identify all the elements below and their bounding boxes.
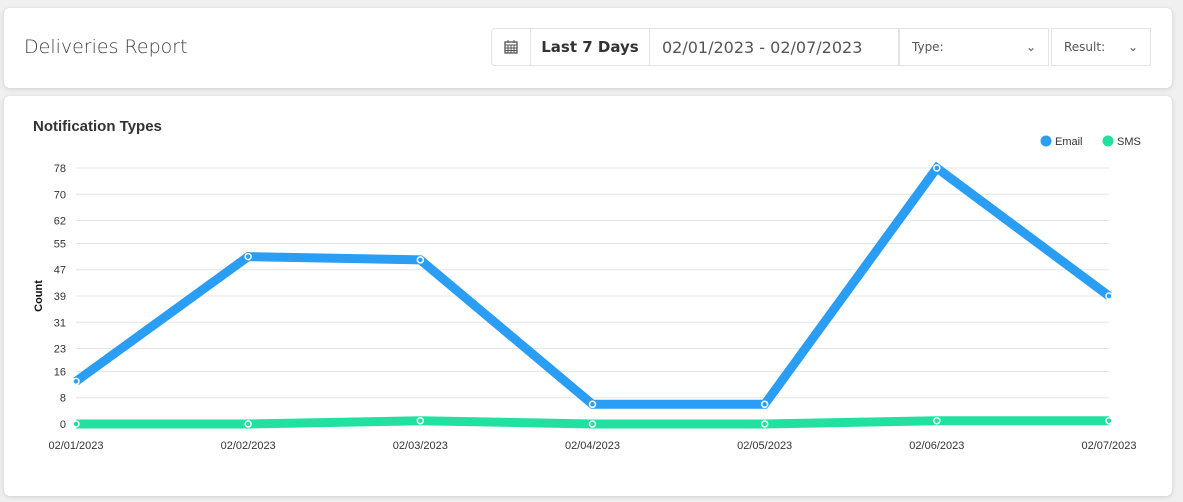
- data-point-sms: [588, 420, 597, 428]
- result-label: Result:: [1064, 40, 1106, 54]
- preset-button[interactable]: Last 7 Days: [530, 28, 650, 66]
- y-tick-label: 55: [54, 238, 66, 250]
- type-label: Type:: [912, 40, 944, 54]
- data-point-sms: [416, 416, 425, 425]
- x-tick-label: 02/04/2023: [565, 440, 620, 452]
- page-title: Deliveries Report: [24, 36, 188, 58]
- legend-marker-sms: [1102, 135, 1114, 147]
- chart-title: Notification Types: [33, 118, 162, 135]
- result-select[interactable]: Result: ⌄: [1051, 28, 1151, 66]
- data-point-email: [72, 377, 80, 386]
- legend-label-sms: SMS: [1117, 136, 1141, 148]
- line-chart: 0 8 16 23 31 39 47 55 62 70 78 02/01/2023 02/02/2023…: [33, 135, 1141, 452]
- series-line-email: [73, 161, 1112, 409]
- data-point-sms: [1105, 416, 1113, 425]
- y-tick-label: 70: [54, 189, 66, 201]
- data-point-sms: [72, 420, 80, 428]
- data-point-sms: [244, 420, 252, 428]
- y-tick-label: 23: [54, 344, 66, 356]
- chevron-down-icon: ⌄: [1127, 40, 1138, 54]
- y-tick-label: 47: [54, 265, 66, 277]
- x-tick-label: 02/02/2023: [221, 440, 276, 452]
- date-range-input[interactable]: 02/01/2023 - 02/07/2023: [649, 28, 899, 66]
- y-tick-label: 39: [54, 291, 66, 303]
- data-point-email: [244, 252, 252, 261]
- data-point-sms: [760, 420, 769, 428]
- data-point-email: [588, 400, 597, 409]
- calendar-icon: [504, 40, 518, 54]
- x-tick-label: 02/03/2023: [393, 440, 448, 452]
- y-tick-label: 16: [54, 366, 66, 378]
- report-header: Deliveries Report Last 7 Days 02/01/2023…: [4, 8, 1172, 88]
- chart-card: Notification Types 0 8 16 23 31 39 47 55 62 70 78 0…: [4, 96, 1172, 496]
- chevron-down-icon: ⌄: [1025, 40, 1036, 54]
- y-tick-label: 0: [60, 419, 66, 431]
- y-tick-label: 8: [60, 393, 66, 405]
- data-point-email: [1105, 292, 1113, 300]
- legend-marker-email: [1040, 135, 1052, 147]
- data-point-email: [760, 400, 769, 409]
- type-select[interactable]: Type: ⌄: [899, 28, 1049, 66]
- x-tick-label: 02/06/2023: [909, 440, 964, 452]
- y-tick-label: 31: [54, 317, 66, 329]
- data-point-email: [933, 164, 941, 172]
- x-tick-label: 02/01/2023: [48, 440, 103, 452]
- calendar-button[interactable]: [491, 28, 531, 66]
- y-tick-label: 78: [54, 163, 66, 175]
- legend-label-email: Email: [1055, 136, 1083, 148]
- y-axis-label: Count: [33, 280, 45, 312]
- x-tick-label: 02/07/2023: [1081, 440, 1136, 452]
- data-point-sms: [933, 416, 941, 425]
- y-tick-label: 62: [54, 216, 66, 228]
- x-tick-label: 02/05/2023: [737, 440, 792, 452]
- data-point-email: [416, 256, 425, 264]
